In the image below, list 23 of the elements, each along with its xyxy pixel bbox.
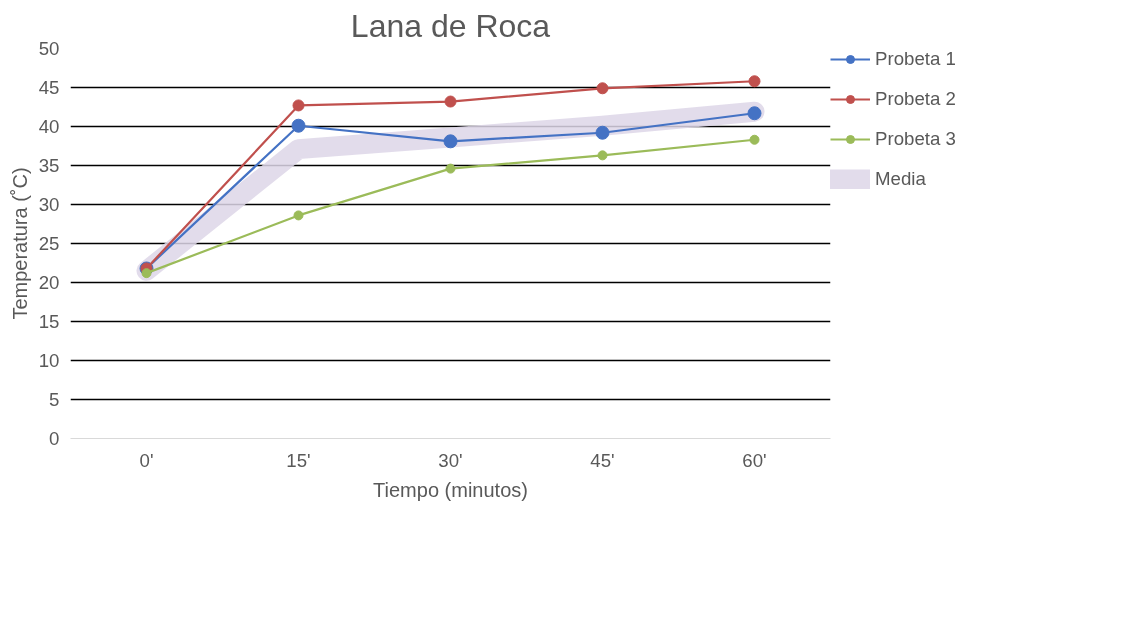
legend-label: Probeta 1 <box>875 48 956 70</box>
y-tick-label: 0 <box>49 428 60 449</box>
y-tick-label: 10 <box>38 350 60 371</box>
y-tick-label: 5 <box>49 389 60 410</box>
y-tick-label: 25 <box>38 233 60 254</box>
legend-label: Media <box>875 168 927 190</box>
x-tick-label: 0' <box>139 449 154 471</box>
y-axis-title: Temperatura (˚C) <box>8 167 31 320</box>
y-tick-label: 30 <box>38 194 60 215</box>
x-tick-label: 60' <box>742 449 767 471</box>
x-axis-title: Tiempo (minutos) <box>373 478 528 501</box>
x-tick-label: 15' <box>286 449 311 471</box>
y-tick-label: 50 <box>38 38 60 59</box>
chart-title: Lana de Roca <box>350 7 551 44</box>
y-tick-label: 15 <box>38 311 60 332</box>
y-tick-label: 40 <box>38 116 60 137</box>
legend-label: Probeta 3 <box>875 128 956 150</box>
x-tick-label: 45' <box>590 449 615 471</box>
x-tick-label: 30' <box>438 449 463 471</box>
legend-label: Probeta 2 <box>875 88 956 110</box>
y-tick-label: 20 <box>38 272 60 293</box>
y-tick-label: 35 <box>38 155 60 176</box>
y-tick-label: 45 <box>38 77 60 98</box>
